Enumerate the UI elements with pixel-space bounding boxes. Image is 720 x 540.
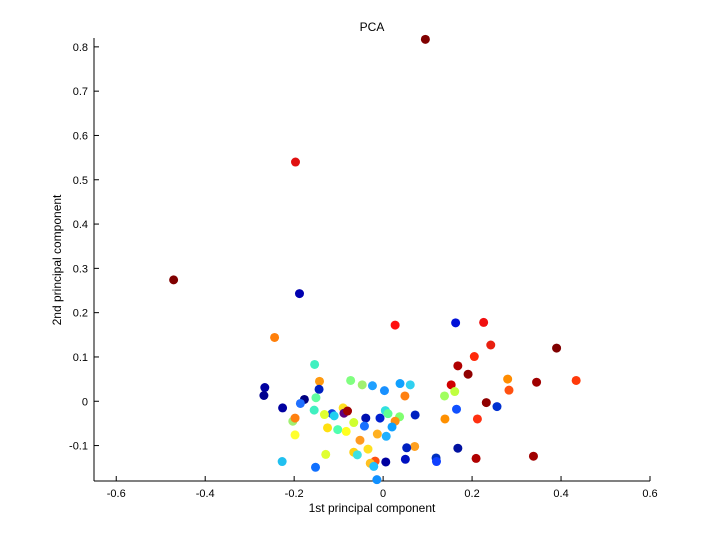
data-point — [270, 332, 280, 342]
data-point — [486, 340, 496, 350]
data-point — [463, 369, 473, 379]
data-point — [453, 361, 463, 371]
y-axis-label: 2nd principal component — [50, 194, 64, 325]
x-tick-label: 0.4 — [553, 488, 568, 500]
axes — [93, 38, 650, 482]
data-points — [169, 34, 581, 485]
data-point — [321, 449, 331, 459]
data-point — [294, 289, 304, 299]
data-point — [379, 386, 389, 396]
x-axis-label: 1st principal component — [309, 501, 436, 515]
data-point — [372, 475, 382, 485]
data-point — [504, 385, 514, 395]
y-tick-label: 0 — [82, 396, 88, 408]
data-point — [400, 454, 410, 464]
data-point — [295, 398, 305, 408]
x-tick-label: -0.4 — [196, 488, 215, 500]
data-point — [259, 391, 269, 401]
data-point — [387, 422, 397, 432]
data-point — [169, 275, 179, 285]
data-point — [451, 318, 461, 328]
data-point — [450, 387, 460, 397]
y-tick-label: 0.5 — [73, 175, 88, 187]
data-point — [481, 398, 491, 408]
data-point — [571, 375, 581, 385]
data-point — [311, 462, 321, 472]
y-tick-label: 0.7 — [73, 86, 88, 98]
data-point — [341, 426, 351, 436]
data-point — [440, 414, 450, 424]
x-tick-label: -0.6 — [107, 488, 126, 500]
data-point — [359, 421, 369, 431]
data-point — [400, 391, 410, 401]
x-tick-label: -0.2 — [285, 488, 304, 500]
data-point — [323, 423, 333, 433]
data-point — [492, 402, 502, 412]
data-point — [349, 418, 359, 428]
data-point — [372, 429, 382, 439]
y-tick-label: -0.1 — [69, 441, 88, 453]
y-tick-label: 0.8 — [73, 42, 88, 54]
data-point — [469, 352, 479, 362]
y-tick-label: 0.2 — [73, 308, 88, 320]
data-point — [361, 413, 371, 423]
data-point — [503, 374, 513, 384]
data-point — [410, 441, 420, 451]
data-point — [452, 404, 462, 414]
data-point — [472, 414, 482, 424]
data-point — [420, 34, 430, 44]
data-point — [405, 380, 415, 390]
data-point — [277, 457, 287, 467]
data-point — [367, 381, 377, 391]
data-point — [381, 457, 391, 467]
data-point — [357, 380, 367, 390]
data-point — [329, 411, 339, 421]
data-point — [355, 435, 365, 445]
data-point — [440, 391, 450, 401]
data-point — [343, 406, 353, 416]
data-point — [314, 384, 324, 394]
data-point — [346, 375, 356, 385]
data-point — [453, 443, 463, 453]
data-point — [402, 443, 412, 453]
x-tick-label: 0.2 — [464, 488, 479, 500]
y-tick-label: 0.4 — [73, 219, 88, 231]
data-point — [352, 450, 362, 460]
y-ticks: -0.1 0 0.1 0.2 0.3 0.4 0.5 0.6 0.7 0.8 — [69, 42, 99, 453]
data-point — [333, 425, 343, 435]
y-tick-label: 0.6 — [73, 130, 88, 142]
data-point — [552, 343, 562, 353]
data-point — [363, 444, 373, 454]
data-point — [390, 320, 400, 330]
data-point — [446, 380, 456, 390]
data-point — [369, 461, 379, 471]
data-point — [479, 317, 489, 327]
x-tick-label: 0.6 — [642, 488, 657, 500]
x-tick-label: 0 — [380, 488, 386, 500]
data-point — [381, 431, 391, 441]
data-point — [431, 457, 441, 467]
data-point — [310, 359, 320, 369]
data-point — [260, 383, 270, 393]
data-point — [532, 377, 542, 387]
data-point — [290, 157, 300, 167]
x-ticks: -0.6 -0.4 -0.2 0 0.2 0.4 0.6 — [107, 476, 658, 500]
data-point — [410, 410, 420, 420]
y-tick-label: 0.3 — [73, 263, 88, 275]
data-point — [309, 405, 319, 415]
data-point — [395, 379, 405, 389]
data-point — [319, 410, 329, 420]
data-point — [290, 430, 300, 440]
data-point — [290, 413, 300, 423]
data-point — [311, 393, 321, 403]
y-tick-label: 0.1 — [73, 352, 88, 364]
data-point — [375, 413, 385, 423]
chart-title: PCA — [360, 20, 385, 34]
data-point — [528, 451, 538, 461]
data-point — [383, 409, 393, 419]
data-point — [278, 403, 288, 413]
data-point — [315, 376, 325, 386]
data-point — [471, 453, 481, 463]
